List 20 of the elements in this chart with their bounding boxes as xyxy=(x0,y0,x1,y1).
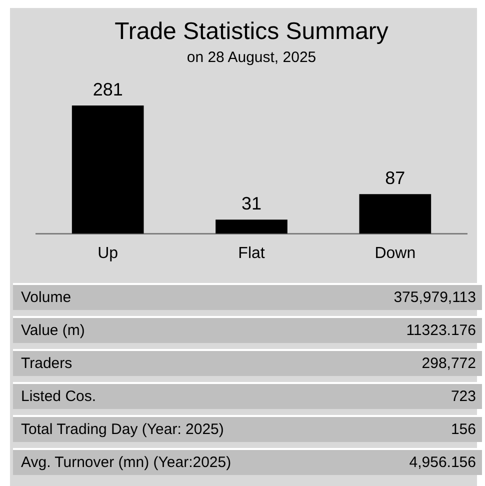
text: Traders xyxy=(21,355,72,372)
text: Value (m) xyxy=(21,322,85,339)
chart-subtitle: on 28 August, 2025 xyxy=(186,48,316,66)
x-tick-label: Down xyxy=(374,244,416,262)
chart-title: Trade Statistics Summary xyxy=(114,18,388,46)
text: 156 xyxy=(450,421,476,438)
text: Avg. Turnover (mn) (Year:2025) xyxy=(21,454,232,471)
data-label: 281 xyxy=(92,79,123,100)
text: 4,956.156 xyxy=(409,454,476,471)
data-label: 31 xyxy=(241,194,262,214)
text: Listed Cos. xyxy=(21,388,96,405)
text: Total Trading Day (Year: 2025) xyxy=(21,421,224,438)
x-tick-label: Up xyxy=(98,244,118,262)
data-label: 87 xyxy=(385,168,406,188)
x-tick-label: Flat xyxy=(238,244,266,262)
text: 11323.176 xyxy=(406,322,476,339)
text: Volume xyxy=(21,289,72,306)
text: 723 xyxy=(450,388,476,405)
text: 298,772 xyxy=(422,355,476,372)
text: 375,979,113 xyxy=(394,289,476,306)
